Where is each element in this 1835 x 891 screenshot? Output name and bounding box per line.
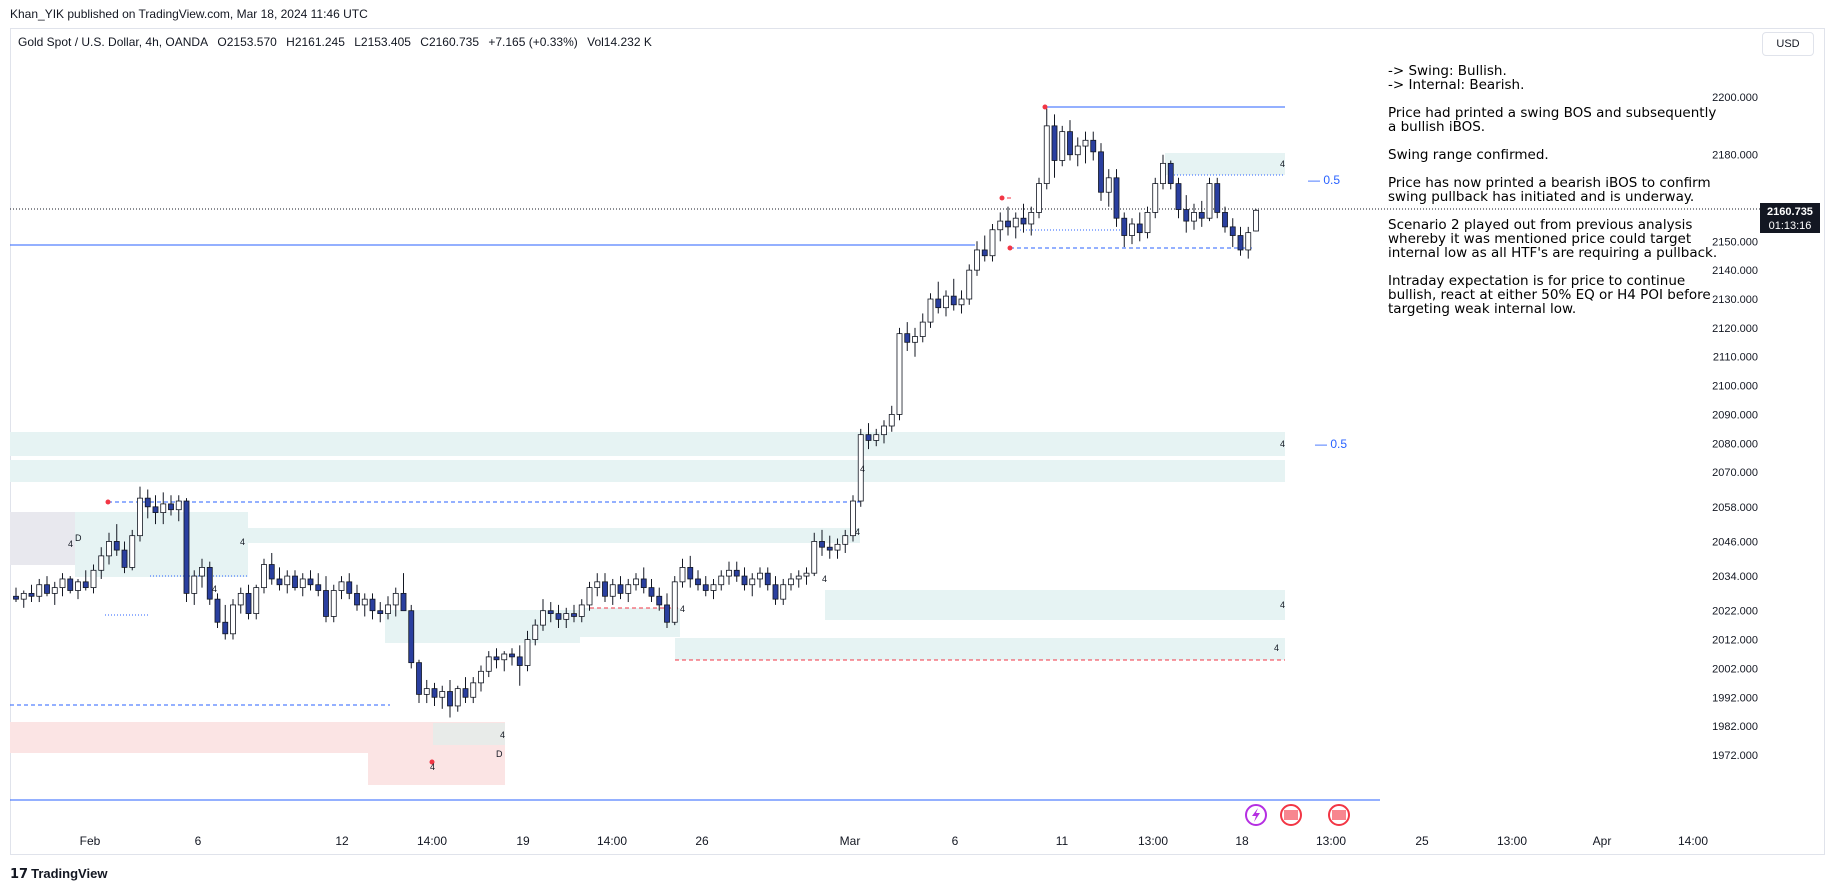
currency-button[interactable]: USD — [1762, 32, 1814, 56]
note-internal: -> Internal: Bearish. — [1388, 77, 1525, 93]
note-p2: Swing range confirmed. — [1388, 147, 1549, 163]
tradingview-brand[interactable]: 17 TradingView — [10, 866, 107, 882]
ohlc-low: L2153.405 — [354, 35, 411, 49]
symbol-legend: Gold Spot / U.S. Dollar, 4h, OANDA O2153… — [18, 35, 658, 49]
note-p5: Intraday expectation is for price to con… — [1388, 273, 1711, 317]
tradingview-logo-icon: 17 — [10, 867, 29, 882]
ohlc-close: C2160.735 — [420, 35, 480, 49]
ohlc-open: O2153.570 — [217, 35, 277, 49]
ohlc-change: +7.165 (+0.33%) — [488, 35, 578, 49]
note-p1: Price had printed a swing BOS and subseq… — [1388, 105, 1717, 135]
note-p3: Price has now printed a bearish iBOS to … — [1388, 175, 1711, 205]
brand-label: TradingView — [31, 866, 108, 881]
analysis-note: -> Swing: Bullish. -> Internal: Bearish.… — [1388, 64, 1718, 330]
note-swing: -> Swing: Bullish. — [1388, 63, 1507, 79]
note-p4: Scenario 2 played out from previous anal… — [1388, 217, 1718, 261]
volume: Vol14.232 K — [587, 35, 652, 49]
ohlc-high: H2161.245 — [286, 35, 345, 49]
symbol-title[interactable]: Gold Spot / U.S. Dollar, 4h, OANDA — [18, 35, 209, 49]
published-by: Khan_YIK published on TradingView.com, M… — [10, 7, 368, 21]
